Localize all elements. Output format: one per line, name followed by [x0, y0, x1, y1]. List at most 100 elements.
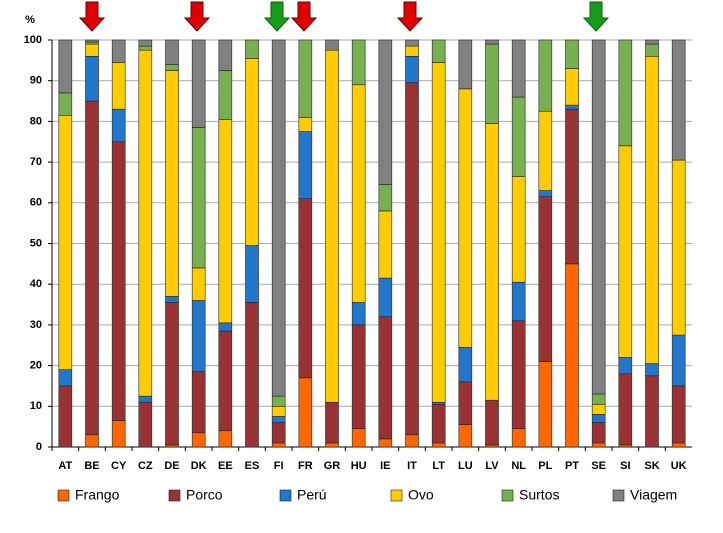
bar-segment — [351, 324, 366, 429]
bar-segment — [111, 108, 126, 143]
bar-segment — [378, 184, 393, 212]
bar-segment — [298, 131, 313, 200]
x-tick-label: AT — [58, 460, 72, 472]
bar-segment — [218, 39, 233, 71]
bar-segment — [165, 39, 179, 65]
bar-segment — [271, 395, 286, 407]
bar-segment — [58, 385, 73, 448]
x-tick-label: BE — [84, 460, 99, 472]
bar-segment — [511, 176, 526, 283]
bar-segment — [591, 393, 606, 405]
bar-segment — [671, 159, 686, 336]
y-axis-label: % — [25, 14, 35, 26]
y-tick-label: 30 — [30, 319, 42, 331]
bar-segment — [191, 267, 206, 301]
bar-segment — [325, 401, 339, 444]
x-tick-label: LU — [458, 460, 473, 472]
bar-segment — [138, 401, 153, 448]
x-tick-label: CZ — [138, 460, 153, 472]
legend-label: Surtos — [519, 487, 559, 503]
bar-segment — [218, 322, 233, 332]
bar-segment — [271, 405, 286, 417]
bar-segment — [165, 444, 179, 448]
x-tick-label: CY — [111, 460, 127, 472]
bar-segment — [85, 41, 99, 45]
legend-swatch — [57, 489, 70, 502]
bar-segment — [271, 416, 286, 423]
bar-segment — [431, 403, 446, 444]
bar-segment — [325, 39, 339, 51]
bar-segment — [191, 127, 206, 269]
bar-segment — [405, 45, 419, 57]
bar-segment — [565, 263, 579, 448]
bar-segment — [538, 196, 553, 362]
x-tick-label: SE — [591, 460, 606, 472]
x-tick-label: GR — [324, 460, 341, 472]
bar-segment — [591, 414, 606, 423]
bar-segment — [191, 300, 206, 373]
bar-segment — [245, 58, 259, 246]
bar-segment — [165, 64, 179, 71]
red-arrow — [396, 1, 424, 32]
red-arrow — [78, 1, 106, 32]
x-tick-label: DE — [164, 460, 179, 472]
y-tick-label: 100 — [24, 34, 42, 46]
bar-segment — [218, 70, 233, 120]
x-tick-label: EE — [218, 460, 233, 472]
bar-segment — [538, 190, 553, 197]
bar-segment — [405, 434, 419, 448]
y-tick-label: 60 — [30, 197, 42, 209]
bar-segment — [85, 100, 99, 436]
bar-segment — [111, 141, 126, 421]
bar-segment — [431, 62, 446, 403]
legend-label: Viagem — [630, 487, 677, 503]
legend-swatch — [168, 489, 181, 502]
bar-segment — [591, 403, 606, 415]
bar-segment — [85, 39, 99, 43]
bar-segment — [671, 385, 686, 444]
bar-segment — [298, 39, 313, 118]
bar-segment — [645, 55, 659, 364]
legend-swatch — [501, 489, 514, 502]
y-tick-label: 70 — [30, 156, 42, 168]
bar-segment — [485, 123, 499, 401]
bar-segment — [351, 428, 366, 448]
y-tick-label: 40 — [30, 278, 42, 290]
x-tick-label: HU — [351, 460, 367, 472]
bar-segment — [458, 39, 473, 90]
bar-segment — [565, 108, 579, 265]
bar-segment — [298, 117, 313, 132]
bar-segment — [378, 438, 393, 448]
bar-segment — [58, 114, 73, 370]
x-tick-label: UK — [671, 460, 687, 472]
bar-segment — [538, 361, 553, 448]
bar-segment — [111, 62, 126, 110]
bar-segment — [378, 277, 393, 318]
x-tick-label: LV — [485, 460, 499, 472]
bar-segment — [405, 82, 419, 436]
legend-label: Ovo — [408, 487, 434, 503]
x-tick-label: FR — [298, 460, 313, 472]
bar-segment — [351, 302, 366, 326]
bar-segment — [458, 424, 473, 448]
bar-segment — [591, 442, 606, 448]
bar-segment — [378, 39, 393, 185]
y-tick-label: 90 — [30, 75, 42, 87]
bar-segment — [645, 39, 659, 45]
y-tick-label: 80 — [30, 115, 42, 127]
bar-segment — [565, 68, 579, 106]
bar-segment — [271, 39, 286, 397]
x-tick-label: FI — [274, 460, 284, 472]
bar-segment — [271, 422, 286, 444]
bar-segment — [165, 296, 179, 303]
y-tick-label: 20 — [30, 360, 42, 372]
bar-segment — [618, 39, 633, 147]
legend-label: Perú — [297, 487, 327, 503]
bar-segment — [405, 39, 419, 47]
bar-segment — [431, 442, 446, 448]
bar-segment — [511, 96, 526, 177]
bar-segment — [298, 198, 313, 379]
bar-segment — [645, 363, 659, 377]
x-tick-label: ES — [245, 460, 260, 472]
bar-segment — [511, 281, 526, 322]
